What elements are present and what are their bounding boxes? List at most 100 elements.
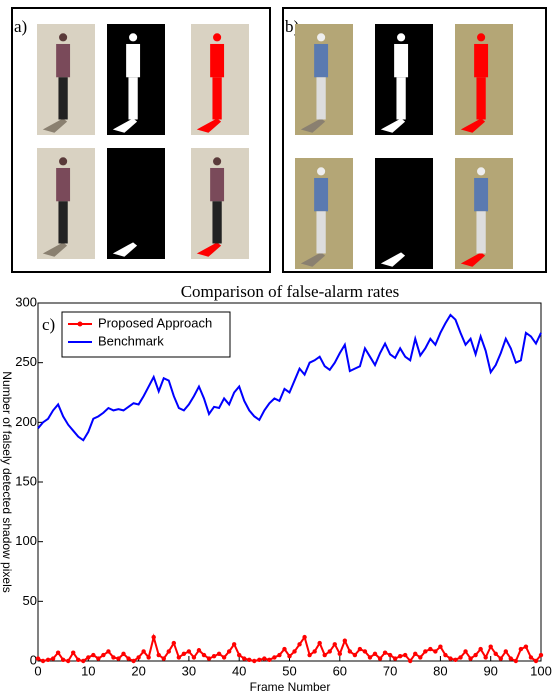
- point: [408, 659, 412, 663]
- image: [375, 158, 433, 269]
- point: [312, 649, 316, 653]
- torso: [474, 44, 488, 77]
- point: [287, 654, 291, 658]
- point: [136, 655, 140, 659]
- point: [524, 644, 528, 648]
- point: [272, 655, 276, 659]
- point: [453, 658, 457, 662]
- image-bg: [375, 158, 433, 269]
- point: [277, 653, 281, 657]
- legs: [212, 77, 221, 119]
- point: [71, 650, 75, 654]
- point: [61, 658, 65, 662]
- point: [242, 656, 246, 660]
- point: [217, 652, 221, 656]
- point: [212, 654, 216, 658]
- point: [519, 647, 523, 651]
- point: [328, 649, 332, 653]
- point: [207, 656, 211, 660]
- point: [36, 656, 40, 660]
- x-tick-label: 80: [433, 663, 447, 678]
- x-tick-label: 50: [282, 663, 296, 678]
- point: [197, 648, 201, 652]
- point: [187, 649, 191, 653]
- image: [295, 24, 353, 135]
- point: [307, 653, 311, 657]
- point: [262, 656, 266, 660]
- point: [172, 641, 176, 645]
- image-grid: [37, 24, 513, 269]
- point: [51, 656, 55, 660]
- image: [375, 24, 433, 135]
- point: [353, 653, 357, 657]
- image: [295, 158, 353, 269]
- x-tick-label: 10: [81, 663, 95, 678]
- point: [343, 639, 347, 643]
- y-tick-label: 50: [23, 593, 37, 608]
- point: [534, 659, 538, 663]
- torso: [126, 44, 140, 77]
- point: [292, 649, 296, 653]
- point: [56, 650, 60, 654]
- point: [41, 659, 45, 663]
- point: [111, 655, 115, 659]
- panel-label: a): [14, 17, 27, 36]
- point: [257, 658, 261, 662]
- point: [499, 656, 503, 660]
- head: [477, 33, 485, 41]
- torso: [314, 44, 328, 77]
- legs: [396, 77, 405, 119]
- legs: [316, 77, 325, 119]
- point: [116, 656, 120, 660]
- point: [247, 658, 251, 662]
- point: [126, 656, 130, 660]
- point: [393, 656, 397, 660]
- point: [504, 649, 508, 653]
- point: [398, 654, 402, 658]
- image: [455, 158, 513, 269]
- head: [477, 167, 485, 175]
- head: [59, 33, 67, 41]
- point: [182, 652, 186, 656]
- point: [131, 659, 135, 663]
- point: [252, 659, 256, 663]
- point: [539, 653, 543, 657]
- image: [107, 24, 165, 135]
- x-tick-label: 30: [182, 663, 196, 678]
- torso: [474, 178, 488, 211]
- point: [157, 653, 161, 657]
- point: [489, 644, 493, 648]
- torso: [210, 168, 224, 201]
- point: [529, 655, 533, 659]
- point: [202, 653, 206, 657]
- point: [46, 658, 50, 662]
- point: [509, 656, 513, 660]
- point: [458, 655, 462, 659]
- y-axis-label: Number of falsely detected shadow pixels: [0, 371, 14, 592]
- point: [76, 658, 80, 662]
- torso: [56, 44, 70, 77]
- head: [129, 33, 137, 41]
- point: [297, 642, 301, 646]
- point: [363, 649, 367, 653]
- point: [227, 649, 231, 653]
- image: [191, 148, 249, 259]
- point: [282, 647, 286, 651]
- point: [443, 653, 447, 657]
- x-tick-label: 100: [530, 663, 552, 678]
- image: [191, 24, 249, 135]
- image: [37, 24, 95, 135]
- page: {"panels": {"a": "a)", "b": "b)"}, "char…: [0, 0, 555, 694]
- point: [483, 655, 487, 659]
- y-tick-label: 200: [15, 414, 37, 429]
- point: [438, 644, 442, 648]
- head: [213, 33, 221, 41]
- head: [397, 33, 405, 41]
- point: [96, 656, 100, 660]
- point: [222, 655, 226, 659]
- point: [423, 649, 427, 653]
- point: [101, 653, 105, 657]
- point: [333, 642, 337, 646]
- y-tick-label: 150: [15, 473, 37, 488]
- y-tick-label: 250: [15, 354, 37, 369]
